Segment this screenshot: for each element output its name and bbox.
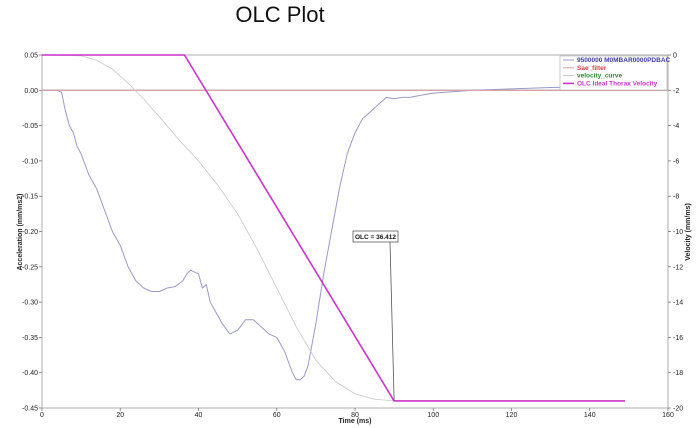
y-left-tick-label: -0.15 [22, 194, 38, 201]
y-right-tick-label: -18 [673, 370, 683, 377]
y-left-tick-label: -0.35 [22, 335, 38, 342]
y-right-tick-label: -8 [673, 194, 679, 201]
y-right-tick-label: -12 [673, 264, 683, 271]
x-tick-label: 160 [662, 412, 674, 419]
y-right-axis-title: Velocity (mm/ms) [685, 203, 692, 261]
y-left-tick-label: -0.45 [22, 406, 38, 413]
x-tick-label: 80 [351, 412, 359, 419]
y-left-tick-label: 0.00 [24, 88, 38, 95]
y-right-tick-label: -14 [673, 300, 683, 307]
y-right-tick-label: -6 [673, 158, 679, 165]
y-left-tick-label: -0.30 [22, 300, 38, 307]
y-left-tick-label: -0.40 [22, 370, 38, 377]
x-tick-label: 0 [40, 412, 44, 419]
y-right-tick-label: -4 [673, 123, 679, 130]
x-axis-title: Time (ms) [339, 418, 372, 425]
series-line-0 [42, 85, 626, 381]
annotation-label: OLC = 36.412 [355, 234, 396, 241]
y-right-tick-label: -2 [673, 88, 679, 95]
legend-label: velocity_curve [577, 73, 623, 80]
x-tick-label: 140 [584, 412, 596, 419]
y-left-tick-label: -0.10 [22, 158, 38, 165]
y-right-tick-label: 0 [673, 53, 677, 60]
y-left-axis-title: Acceleration (mm/ms2) [17, 193, 24, 270]
annotation-leader-line [389, 241, 395, 401]
legend-label: OLC Ideal Thorax Velocity [577, 80, 658, 87]
x-tick-label: 120 [506, 412, 518, 419]
chart-title: OLC Plot [235, 2, 325, 27]
legend-box [559, 55, 668, 91]
x-tick-label: 60 [273, 412, 281, 419]
y-right-tick-label: -16 [673, 335, 683, 342]
legend-label: 9500000 M0MBAR0000PDBAC [577, 57, 671, 64]
y-left-tick-label: -0.05 [22, 123, 38, 130]
y-right-tick-label: -20 [673, 406, 683, 413]
y-left-tick-label: -0.20 [22, 229, 38, 236]
legend-label: Sae_filter [577, 65, 607, 72]
series-line-2 [41, 54, 625, 402]
y-left-tick-label: -0.25 [22, 264, 38, 271]
y-left-tick-label: 0.05 [24, 53, 38, 60]
x-tick-label: 20 [116, 412, 124, 419]
x-tick-label: 100 [427, 412, 439, 419]
annotation-box [352, 230, 399, 243]
x-tick-label: 40 [195, 412, 203, 419]
series-line-3 [42, 54, 625, 402]
y-right-tick-label: -10 [673, 229, 683, 236]
